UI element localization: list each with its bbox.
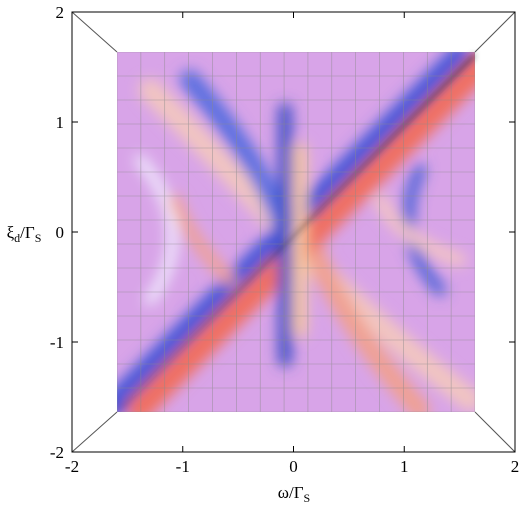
y-tick-label: -1 [50, 333, 64, 352]
x-tick-label: 1 [400, 457, 409, 476]
y-tick-label: -2 [50, 443, 64, 462]
x-label-sub: S [304, 491, 311, 505]
y-axis-label: ξd/ΓS [7, 223, 42, 245]
y-tick-label: 0 [56, 223, 65, 242]
y-label-part: /Γ [20, 223, 35, 242]
surface-mesh [117, 52, 475, 412]
x-tick-label: -2 [65, 457, 79, 476]
surface [117, 52, 475, 412]
x-label-part: ω/Γ [278, 483, 304, 502]
y-label-sub: d [14, 231, 20, 245]
x-tick-label: 2 [511, 457, 520, 476]
x-tick-label: -1 [176, 457, 190, 476]
x-tick-label: 0 [289, 457, 298, 476]
surface-box [71, 11, 516, 453]
y-tick-label: 2 [56, 3, 65, 22]
y-label-part: ξ [7, 223, 15, 242]
axes: -2 -1 0 1 2 -2 -1 0 1 2 [50, 3, 519, 476]
ridge [117, 52, 475, 412]
y-label-sub: S [35, 231, 42, 245]
x-axis-label: ω/ΓS [278, 483, 310, 505]
y-tick-label: 1 [56, 113, 65, 132]
